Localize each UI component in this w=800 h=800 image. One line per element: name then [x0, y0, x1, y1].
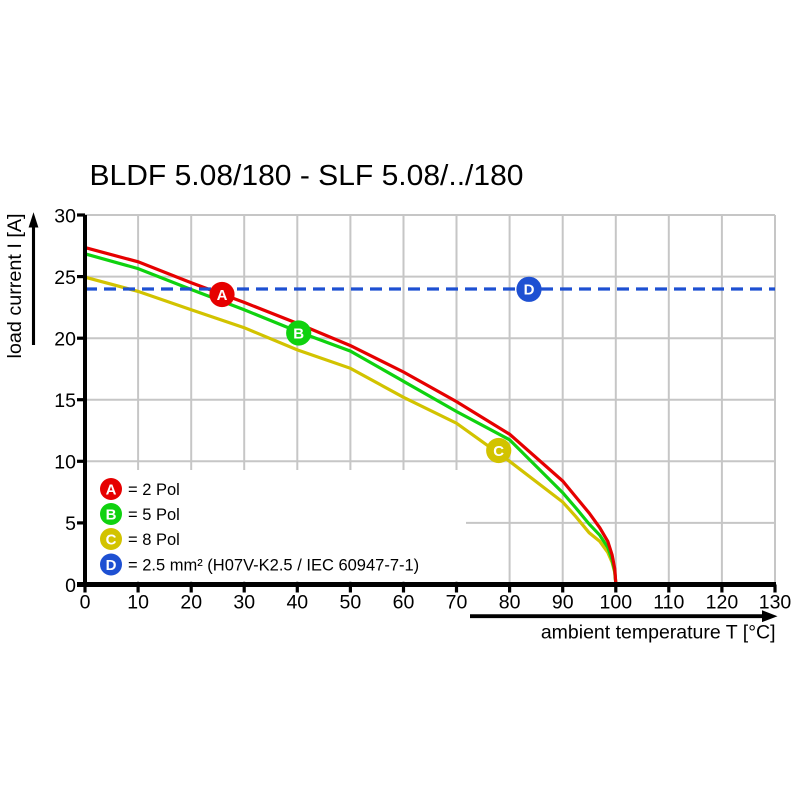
svg-text:ambient temperature T [°C]: ambient temperature T [°C]	[541, 621, 776, 643]
svg-text:10: 10	[54, 452, 76, 474]
svg-text:C: C	[106, 531, 117, 548]
svg-text:20: 20	[54, 329, 76, 351]
svg-text:110: 110	[653, 591, 684, 613]
svg-text:30: 30	[54, 205, 76, 227]
svg-text:80: 80	[499, 591, 521, 613]
svg-text:BLDF 5.08/180 - SLF 5.08/../18: BLDF 5.08/180 - SLF 5.08/../180	[90, 160, 524, 192]
svg-text:= 8 Pol: = 8 Pol	[128, 531, 180, 549]
svg-text:90: 90	[552, 591, 574, 613]
svg-text:= 2.5 mm² (H07V-K2.5 / IEC 609: = 2.5 mm² (H07V-K2.5 / IEC 60947-7-1)	[128, 557, 419, 575]
svg-text:120: 120	[706, 591, 739, 613]
svg-text:load current I [A]: load current I [A]	[4, 214, 26, 359]
svg-text:0: 0	[80, 591, 91, 613]
svg-text:60: 60	[393, 591, 415, 613]
svg-text:5: 5	[65, 513, 76, 535]
svg-text:C: C	[493, 443, 504, 460]
svg-text:40: 40	[286, 591, 308, 613]
svg-text:10: 10	[127, 591, 149, 613]
svg-text:B: B	[106, 506, 117, 523]
svg-text:A: A	[217, 287, 228, 304]
svg-text:130: 130	[759, 591, 792, 613]
svg-text:100: 100	[600, 591, 633, 613]
svg-text:A: A	[106, 481, 117, 498]
svg-text:B: B	[293, 325, 304, 342]
svg-text:= 2 Pol: = 2 Pol	[128, 481, 180, 499]
svg-text:30: 30	[233, 591, 255, 613]
svg-text:= 5 Pol: = 5 Pol	[128, 506, 180, 524]
svg-text:D: D	[524, 282, 535, 299]
svg-text:25: 25	[54, 267, 76, 289]
svg-text:D: D	[106, 557, 117, 574]
svg-text:70: 70	[446, 591, 468, 613]
svg-text:20: 20	[180, 591, 202, 613]
svg-text:15: 15	[54, 390, 76, 412]
svg-text:50: 50	[340, 591, 362, 613]
svg-text:0: 0	[65, 575, 76, 597]
